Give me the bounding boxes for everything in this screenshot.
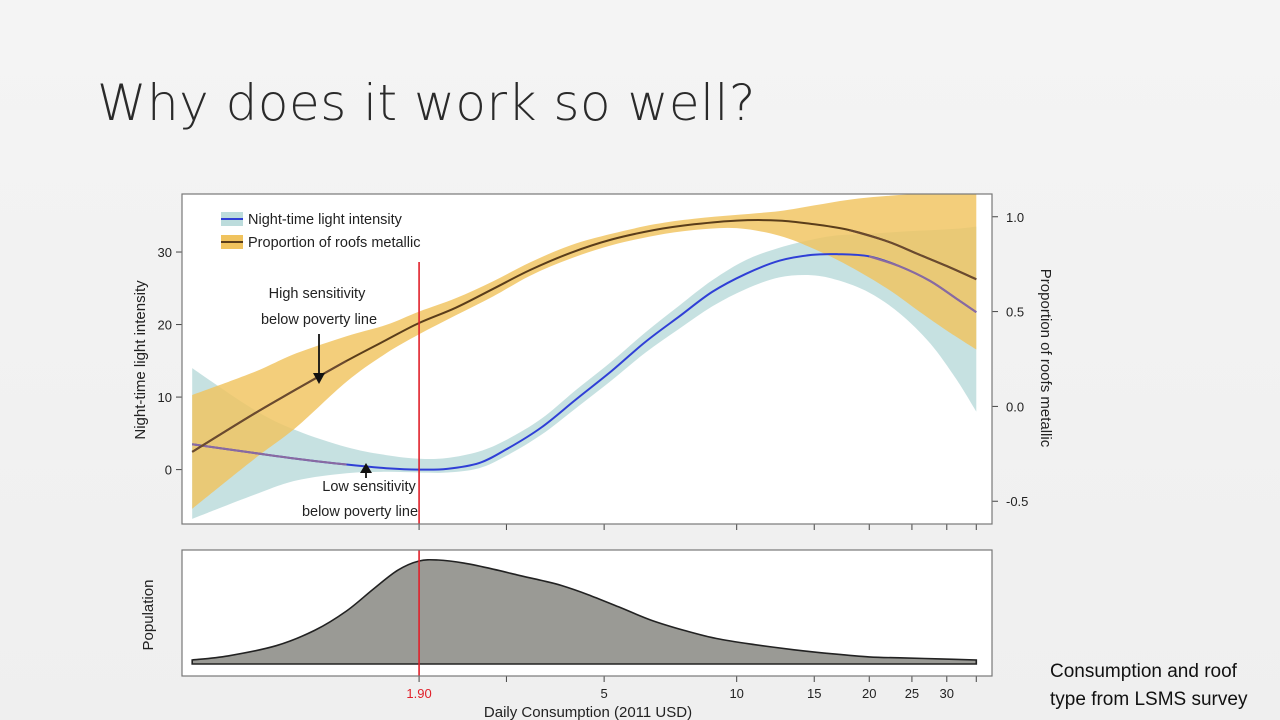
legend-label-2: Proportion of roofs metallic	[248, 235, 420, 251]
legend-label-1: Night-time light intensity	[248, 212, 403, 228]
population-axis-label: Population	[140, 580, 157, 651]
roofs-metallic-line-tail-right	[848, 229, 977, 281]
x-tick-label: 20	[862, 686, 876, 701]
light-intensity-line-tail-right	[868, 255, 977, 314]
x-tick-label: 30	[940, 686, 954, 701]
annotation-high-sensitivity-line2: below poverty line	[261, 312, 377, 328]
annotation-low-sensitivity-line1: Low sensitivity	[322, 479, 416, 495]
y-right-tick-label: -0.5	[1006, 494, 1028, 509]
y-right-axis-label: Proportion of roofs metallic	[1037, 269, 1054, 448]
annotation-low-sensitivity-line2: below poverty line	[302, 504, 418, 520]
light-intensity-line-tail-left	[192, 443, 347, 466]
x-tick-label: 1.90	[406, 686, 431, 701]
roofs-metallic-confidence-band	[192, 194, 977, 509]
x-tick-label: 5	[601, 686, 608, 701]
annotation-high-arrow-head	[313, 373, 325, 384]
y-left-tick-label: 30	[158, 245, 172, 260]
y-right-tick-label: 1.0	[1006, 210, 1024, 225]
x-tick-label: 15	[807, 686, 821, 701]
source-caption: Consumption and roof type from LSMS surv…	[1050, 658, 1280, 714]
y-left-tick-label: 20	[158, 318, 172, 333]
y-left-axis-label: Night-time light intensity	[132, 280, 149, 440]
y-right-tick-label: 0.5	[1006, 305, 1024, 320]
main-plot-frame	[181, 193, 993, 525]
slide-title: Why does it work so well?	[97, 74, 756, 132]
y-right-tick-label: 0.0	[1006, 399, 1024, 414]
y-left-tick-label: 0	[165, 463, 172, 478]
population-plot-frame	[181, 549, 993, 677]
y-left-tick-label: 10	[158, 390, 172, 405]
x-tick-label: 25	[905, 686, 919, 701]
caption-line-2: type from LSMS survey	[1050, 689, 1248, 710]
x-axis-label: Daily Consumption (2011 USD)	[484, 704, 692, 720]
caption-line-1: Consumption and roof	[1050, 661, 1237, 682]
annotation-low-arrow-head	[360, 463, 372, 473]
x-tick-label: 10	[729, 686, 743, 701]
population-density-area	[191, 558, 978, 665]
annotation-high-sensitivity-line1: High sensitivity	[269, 286, 366, 302]
